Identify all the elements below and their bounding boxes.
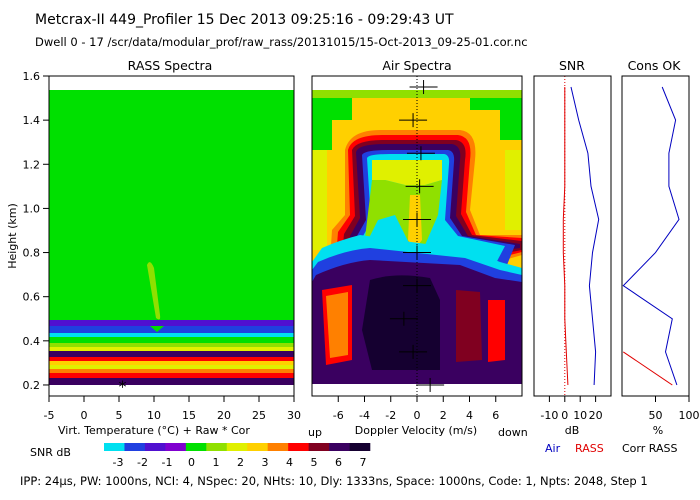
y-tick-label: 1.6 xyxy=(23,70,41,83)
colorbar-cell xyxy=(308,443,330,451)
colorbar-tick-label: -1 xyxy=(162,456,173,469)
series-line-rass xyxy=(623,351,673,386)
air-marker xyxy=(406,146,435,161)
acquisition-parameters: IPP: 24μs, PW: 1000ns, NCI: 4, NSpec: 20… xyxy=(20,474,648,488)
colorbar-tick-label: 0 xyxy=(188,456,195,469)
x-axis-ticks: -5 0 5 10 15 20 25 30 -6 -4 -2 0 2 4 6 -10 0 10 20 50 100 xyxy=(44,396,700,422)
legend-corr-rass: Corr RASS xyxy=(622,442,677,455)
y-axis-ticks: 0.2 0.4 0.6 0.8 1.0 1.2 1.4 1.6 xyxy=(23,70,49,392)
series-line-air xyxy=(570,86,600,386)
air-x-label-up: up xyxy=(308,426,322,439)
rass-x-tick-label: 20 xyxy=(217,409,231,422)
air-marker xyxy=(416,377,445,392)
snr-x-tick-label: 20 xyxy=(589,409,603,422)
legend-air: Air xyxy=(545,442,561,455)
y-tick-label: 1.4 xyxy=(23,114,41,127)
cons-panel-title: Cons OK xyxy=(628,58,682,73)
y-tick-label: 0.6 xyxy=(23,291,41,304)
rass-x-tick-label: 5 xyxy=(116,409,123,422)
colorbar-cell xyxy=(185,443,207,451)
series-line-air xyxy=(622,86,680,386)
legend-rass: RASS xyxy=(575,442,604,455)
rass-x-axis-label: Virt. Temperature (°C) + Raw * Cor xyxy=(58,424,250,437)
snr-frame xyxy=(533,75,612,397)
cons-x-axis-label: % xyxy=(653,424,663,437)
rass-x-tick-label: 15 xyxy=(182,409,196,422)
colorbar-cell xyxy=(247,443,268,451)
y-tick-label: 0.2 xyxy=(23,379,41,392)
air-spectral-peak-markers xyxy=(389,80,445,392)
snr-x-tick-label: 10 xyxy=(573,409,587,422)
air-x-tick-label: 2 xyxy=(440,409,447,422)
air-marker xyxy=(399,344,428,359)
rass-x-tick-label: 0 xyxy=(81,409,88,422)
colorbar-tick-label: 2 xyxy=(237,456,244,469)
air-x-tick-label: 6 xyxy=(492,409,499,422)
colorbar-cell xyxy=(104,443,125,451)
cons-frame xyxy=(621,75,690,397)
rass-x-tick-label: 10 xyxy=(147,409,161,422)
y-axis-label: Height (km) xyxy=(6,203,19,269)
snr-panel-title: SNR xyxy=(559,58,585,73)
colorbar-cell xyxy=(144,443,166,451)
colorbar-tick-label: 1 xyxy=(213,456,220,469)
snr-x-axis-label: dB xyxy=(565,424,580,437)
snr-x-tick-label: -10 xyxy=(540,409,558,422)
air-x-axis-label: Doppler Velocity (m/s) xyxy=(355,424,477,437)
air-marker xyxy=(403,245,431,260)
air-marker xyxy=(389,311,418,326)
colorbar-tick-label: -3 xyxy=(113,456,124,469)
air-marker xyxy=(405,179,434,194)
air-marker xyxy=(399,113,428,128)
air-panel-title: Air Spectra xyxy=(382,58,451,73)
air-marker xyxy=(403,212,431,227)
air-x-tick-label: 0 xyxy=(414,409,421,422)
colorbar-cell xyxy=(349,443,371,451)
rass-x-tick-label: 30 xyxy=(287,409,301,422)
cons-x-tick-label: 50 xyxy=(649,409,663,422)
colorbar-label: SNR dB xyxy=(30,446,71,459)
rass-x-tick-label: -5 xyxy=(44,409,55,422)
air-x-label-down: down xyxy=(498,426,528,439)
rass-markers: * xyxy=(119,377,127,396)
colorbar-ticks: -3 -2 -1 0 1 2 3 4 5 6 7 xyxy=(113,456,367,469)
colorbar-tick-label: 5 xyxy=(311,456,318,469)
air-x-tick-label: 4 xyxy=(466,409,473,422)
rass-x-tick-label: 25 xyxy=(252,409,266,422)
colorbar-tick-label: 4 xyxy=(286,456,293,469)
dwell-path: Dwell 0 - 17 /scr/data/modular_prof/raw_… xyxy=(35,35,528,49)
air-x-tick-label: -2 xyxy=(385,409,396,422)
snr-colorbar xyxy=(104,443,371,451)
snr-x-tick-label: 0 xyxy=(561,409,568,422)
y-tick-label: 0.4 xyxy=(23,335,41,348)
rass-panel-title: RASS Spectra xyxy=(128,58,213,73)
colorbar-tick-label: -2 xyxy=(137,456,148,469)
colorbar-cell xyxy=(329,443,350,451)
colorbar-cell xyxy=(124,443,146,451)
colorbar-cell xyxy=(288,443,309,451)
colorbar-cell xyxy=(206,443,228,451)
air-x-tick-label: -6 xyxy=(333,409,344,422)
colorbar-tick-label: 6 xyxy=(335,456,342,469)
air-marker xyxy=(403,278,431,293)
air-marker xyxy=(409,80,438,95)
series-line-rass xyxy=(562,87,569,386)
air-x-tick-label: -4 xyxy=(359,409,370,422)
rass-frame xyxy=(48,75,295,397)
y-tick-label: 0.8 xyxy=(23,247,41,260)
colorbar-cell xyxy=(226,443,248,451)
cons-x-tick-label: 100 xyxy=(679,409,700,422)
rass-marker: * xyxy=(119,377,127,396)
colorbar-tick-label: 3 xyxy=(262,456,269,469)
rass-heatmap xyxy=(49,90,294,385)
colorbar-cell xyxy=(165,443,187,451)
snr-lines xyxy=(562,76,600,396)
y-tick-label: 1.0 xyxy=(23,202,41,215)
chart-title: Metcrax-II 449_Profiler 15 Dec 2013 09:2… xyxy=(35,12,454,28)
y-tick-label: 1.2 xyxy=(23,158,41,171)
colorbar-tick-label: 7 xyxy=(360,456,367,469)
colorbar-cell xyxy=(267,443,289,451)
cons-lines xyxy=(622,86,680,386)
